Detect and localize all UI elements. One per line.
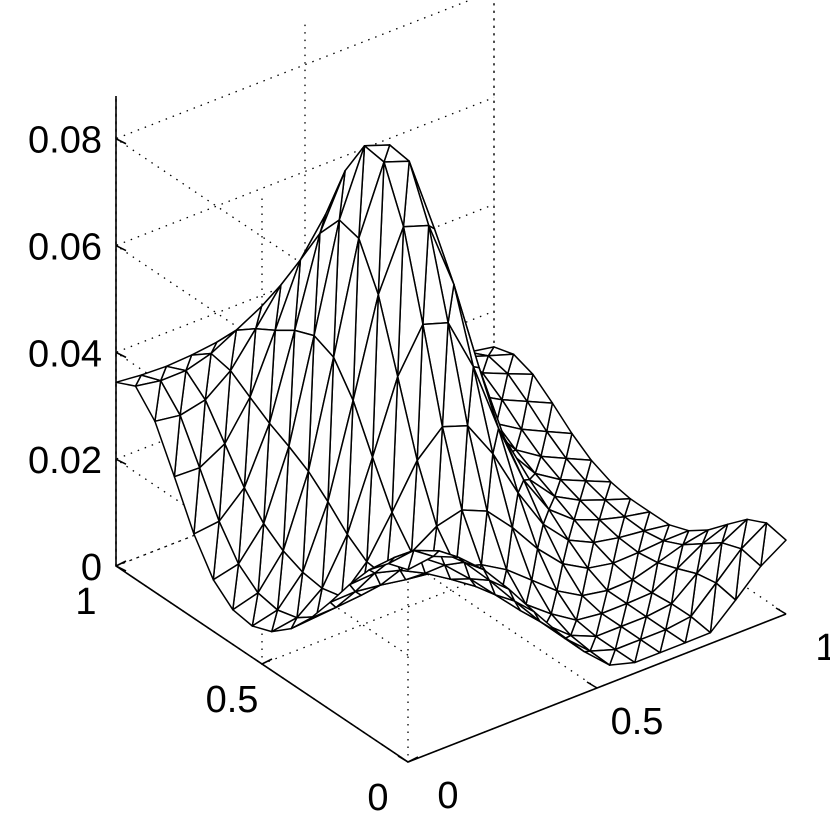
- z-tick-label: 0.04: [28, 333, 102, 375]
- y-tick-mark: [115, 560, 127, 567]
- z-tick-mark: [115, 351, 127, 359]
- mesh-triangle: [173, 467, 201, 535]
- mesh-triangle: [193, 520, 220, 581]
- mesh-triangle: [154, 414, 181, 478]
- z-tick-label: 0.02: [28, 440, 102, 482]
- z-tick-mark: [115, 458, 127, 465]
- mesh-triangle: [251, 609, 279, 633]
- z-tick-mark: [115, 565, 127, 572]
- mesh-triangle: [368, 556, 396, 571]
- x-tick-label: 0: [437, 775, 458, 817]
- mesh-triangle: [270, 616, 298, 633]
- x-tick-label: 0.5: [611, 701, 664, 743]
- z-tick-label: 0.06: [28, 227, 102, 269]
- x-tick-mark: [775, 607, 787, 615]
- z-tick-label: 0.08: [28, 120, 102, 162]
- mesh-triangle: [134, 379, 162, 423]
- y-tick-mark: [407, 756, 419, 763]
- z-tick-label: 0: [81, 547, 102, 589]
- x-tick-label: 1: [815, 627, 830, 669]
- y-tick-mark: [261, 658, 273, 665]
- z-tick-mark: [115, 244, 127, 252]
- mesh-triangle: [115, 374, 142, 387]
- z-tick-mark: [115, 138, 127, 145]
- mesh-triangle: [309, 601, 337, 619]
- x-tick-mark: [586, 681, 598, 689]
- surface-mesh: [115, 144, 787, 666]
- y-tick-label: 0: [367, 777, 388, 819]
- y-tick-label: 1: [75, 581, 96, 623]
- mesh-triangle: [212, 563, 240, 611]
- x-tick-mark: [397, 755, 409, 763]
- mesh-triangle: [387, 549, 415, 571]
- mesh-triangle: [348, 569, 376, 586]
- mesh-triangle: [232, 592, 259, 627]
- mesh-triangle: [329, 583, 357, 604]
- y-tick-label: 0.5: [206, 679, 259, 721]
